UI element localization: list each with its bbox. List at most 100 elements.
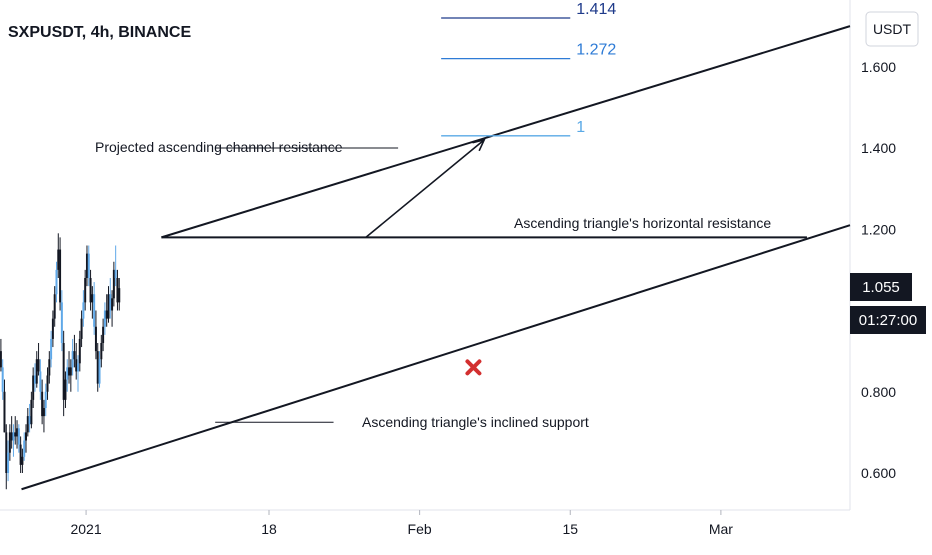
candle-body — [28, 416, 31, 425]
fib-label-2: 1 — [576, 119, 585, 136]
fib-label-1: 1.272 — [576, 42, 616, 59]
candle-body — [60, 302, 63, 343]
last-price-label: 1.055 — [862, 279, 900, 296]
candle-body — [85, 253, 88, 278]
candle-body — [75, 359, 78, 372]
candle-body — [102, 326, 105, 343]
currency-badge-box[interactable] — [865, 11, 919, 47]
candle-body — [59, 249, 62, 303]
candle-body — [87, 253, 90, 278]
annotation-inclined-support: Ascending triangle's inclined support — [362, 414, 589, 430]
candle-body — [109, 294, 112, 311]
candle-body — [7, 452, 10, 473]
candle-body — [42, 408, 45, 417]
candle-body — [91, 294, 94, 303]
candle-body — [68, 367, 71, 376]
y-axis-ticks: 0.600 0.800 1.200 1.400 1.600 — [861, 59, 896, 481]
candle-body — [21, 456, 24, 465]
candle-body — [100, 343, 103, 360]
candle-body — [30, 399, 33, 425]
candle-body — [26, 416, 29, 433]
candle-body — [57, 249, 60, 270]
candle-body — [51, 318, 54, 339]
y-tick-label-0: 0.600 — [861, 465, 896, 481]
y-tick-label-3: 1.400 — [861, 140, 896, 156]
trendlines — [21, 25, 851, 491]
arrow-head-0 — [472, 138, 486, 152]
trendline-channel-resistance — [161, 25, 851, 239]
candle-body — [10, 432, 13, 441]
y-tick-label-2: 1.200 — [861, 221, 896, 237]
x-tick-label-1: 18 — [261, 521, 277, 537]
candle-body — [19, 444, 22, 465]
candle-body — [112, 269, 115, 299]
currency-badge[interactable]: USDT — [873, 21, 912, 37]
candle-body — [77, 363, 80, 372]
x-tick-label-4: Mar — [709, 521, 733, 537]
candle-body — [12, 432, 15, 441]
candle-body — [55, 269, 58, 295]
candle-body — [46, 375, 49, 392]
candle-body — [71, 351, 74, 368]
candle-body — [62, 343, 65, 400]
candle-body — [48, 359, 51, 376]
candle-body — [32, 375, 35, 400]
candle-body — [66, 367, 69, 380]
candle-body — [111, 298, 114, 311]
y-tick-label-4: 1.600 — [861, 59, 896, 75]
x-tick-label-2: Feb — [408, 521, 432, 537]
candle-body — [14, 432, 17, 437]
candle-body — [1, 367, 4, 392]
marker — [465, 359, 482, 376]
candle-body — [96, 351, 99, 384]
trendline-inclined-support — [21, 224, 851, 491]
candles — [0, 233, 121, 490]
candle-body — [17, 428, 20, 445]
candle-body — [94, 326, 97, 352]
candle-body — [103, 310, 106, 327]
candle-body — [105, 310, 108, 319]
candle-body — [114, 269, 117, 278]
annotation-horizontal-resistance: Ascending triangle's horizontal resistan… — [514, 215, 771, 231]
candle-body — [41, 391, 44, 417]
candle-body — [73, 351, 76, 360]
arrows — [365, 138, 486, 238]
arrow-shaft-0 — [365, 139, 485, 238]
x-marker-b — [465, 359, 482, 376]
candle-body — [82, 302, 85, 319]
x-axis-ticks: 2021 18 Feb 15 Mar — [70, 510, 733, 537]
candle-body — [0, 351, 2, 368]
candle-body — [50, 338, 53, 360]
x-tick-label-3: 15 — [562, 521, 578, 537]
fib-levels: 1.414 1.272 1 — [441, 1, 616, 137]
candle-body — [80, 318, 83, 339]
candle-body — [64, 379, 67, 400]
candle-body — [35, 359, 38, 384]
candle-body — [84, 278, 87, 303]
candle-body — [23, 440, 26, 457]
candle-body — [8, 432, 11, 453]
candle-body — [16, 428, 19, 437]
candle-body — [98, 359, 101, 384]
candle-body — [33, 375, 36, 384]
candle-body — [107, 294, 110, 319]
candle-body — [5, 432, 8, 473]
candle-body — [3, 391, 6, 433]
candle-body — [69, 367, 72, 376]
candle-body — [53, 294, 56, 319]
candle-body — [89, 278, 92, 303]
annotation-leaders — [215, 147, 399, 423]
x-tick-label-0: 2021 — [70, 521, 101, 537]
candle-body — [118, 288, 121, 303]
countdown-label: 01:27:00 — [859, 312, 917, 329]
last-price-box — [850, 273, 912, 301]
candle-body — [116, 278, 119, 303]
candle-body — [93, 294, 96, 327]
annotation-channel-resistance: Projected ascending channel resistance — [95, 139, 343, 155]
fib-label-0: 1.414 — [576, 1, 616, 18]
candle-body — [37, 359, 40, 372]
candle-body — [44, 391, 47, 408]
candle-body — [39, 371, 42, 392]
